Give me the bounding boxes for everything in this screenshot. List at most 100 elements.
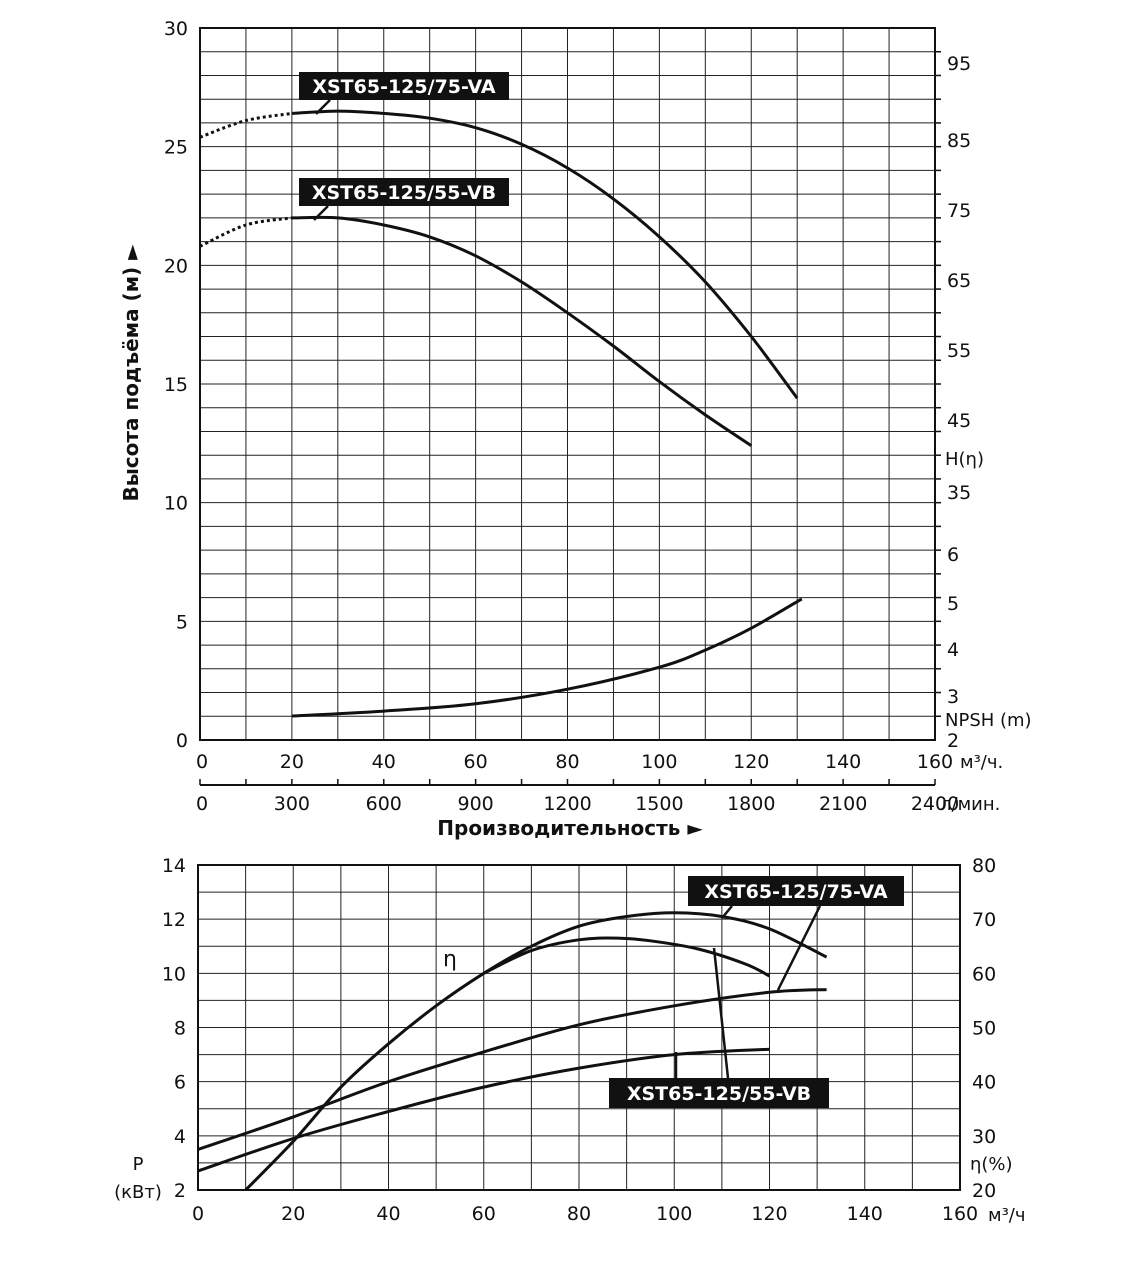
top-chart-curves xyxy=(199,109,803,718)
top-secondary-axis-tick-marks xyxy=(199,779,936,785)
left-tick-label: 8 xyxy=(174,1018,186,1040)
right-npsh-tick-label: 4 xyxy=(947,639,959,661)
right-tick-label: 60 xyxy=(972,963,996,985)
right-tick-label: 40 xyxy=(972,1072,996,1094)
right-h-tick-label: 95 xyxy=(947,53,971,75)
x-tick-label: 160 xyxy=(942,1203,978,1225)
bottom-label-vb-text: XST65-125/55-VB xyxy=(627,1083,811,1105)
x-tick-label: 40 xyxy=(376,1203,400,1225)
right-h-tick-label: 45 xyxy=(947,410,971,432)
bottom-chart-grid xyxy=(198,865,960,1190)
curve-line xyxy=(291,215,753,447)
right-tick-label: 80 xyxy=(972,855,996,877)
top-x-tick-labels: 0 20 40 60 80 100 120 140 160 xyxy=(196,751,953,773)
right-h-tick-label: 65 xyxy=(947,270,971,292)
efficiency-curve xyxy=(483,936,771,978)
x-tick-label: 120 xyxy=(751,1203,787,1225)
top-label-va-text: XST65-125/75-VA xyxy=(312,76,496,98)
x-tick-label: 80 xyxy=(555,751,579,773)
x-tick-label: 0 xyxy=(196,751,208,773)
left-tick-label: 6 xyxy=(174,1072,186,1094)
bottom-label-va-text: XST65-125/75-VA xyxy=(704,881,888,903)
x-secondary-tick-label: 2100 xyxy=(819,793,867,815)
power-curve xyxy=(197,1047,770,1173)
x-tick-label: 100 xyxy=(641,751,677,773)
power-curve xyxy=(197,988,827,1151)
x-tick-label: 80 xyxy=(567,1203,591,1225)
x-tick-label: 140 xyxy=(825,751,861,773)
y-tick-label: 15 xyxy=(164,374,188,396)
bottom-chart-curves xyxy=(197,911,828,1192)
x-secondary-tick-label: 1200 xyxy=(543,793,591,815)
right-h-tick-label: 55 xyxy=(947,340,971,362)
x-secondary-tick-label: 900 xyxy=(457,793,493,815)
curve-extrapolated xyxy=(199,216,293,248)
top-label-va: XST65-125/75-VA xyxy=(299,72,509,115)
y-tick-label: 10 xyxy=(164,493,188,515)
bottom-left-axis-unit: (кВт) xyxy=(114,1182,162,1203)
bottom-right-tick-labels: 20 30 40 50 60 70 80 xyxy=(972,855,996,1202)
right-npsh-tick-label: 2 xyxy=(947,730,959,752)
right-tick-label: 30 xyxy=(972,1126,996,1148)
bottom-label-vb: XST65-125/55-VB xyxy=(609,947,829,1108)
top-label-vb: XST65-125/55-VB xyxy=(299,178,509,221)
x-tick-label: 20 xyxy=(281,1203,305,1225)
top-x-axis-title: Производительность ► xyxy=(437,816,703,840)
bottom-label-va: XST65-125/75-VA xyxy=(688,876,904,991)
right-h-tick-label: 75 xyxy=(947,200,971,222)
left-tick-label: 14 xyxy=(162,855,186,877)
top-chart-frame xyxy=(199,27,936,741)
bottom-right-axis-label: η(%) xyxy=(970,1154,1013,1175)
y-tick-label: 0 xyxy=(176,730,188,752)
x-secondary-tick-label: 600 xyxy=(366,793,402,815)
curve-extrapolated xyxy=(199,111,293,139)
x-tick-label: 40 xyxy=(372,751,396,773)
right-h-tick-label: 35 xyxy=(947,482,971,504)
top-right-h-label: H(η) xyxy=(945,449,984,470)
x-tick-label: 20 xyxy=(280,751,304,773)
bottom-left-axis-label: P xyxy=(133,1154,144,1175)
left-tick-label: 12 xyxy=(162,909,186,931)
top-y-tick-labels: 0 5 10 15 20 25 30 xyxy=(164,18,188,752)
bottom-chart-frame xyxy=(197,864,961,1191)
curve-line xyxy=(291,109,799,400)
left-tick-label: 2 xyxy=(174,1180,186,1202)
x-secondary-tick-label: 1800 xyxy=(727,793,775,815)
top-label-vb-text: XST65-125/55-VB xyxy=(312,182,496,204)
left-tick-label: 4 xyxy=(174,1126,186,1148)
right-h-tick-label: 85 xyxy=(947,130,971,152)
bottom-eta-annotation: η xyxy=(443,947,457,972)
x-tick-label: 60 xyxy=(472,1203,496,1225)
top-right-h-tick-labels: 95 85 75 65 55 45 35 xyxy=(947,53,971,504)
top-y-axis-title: Высота подъёма (м) ► xyxy=(119,244,143,502)
x-secondary-tick-label: 2400 xyxy=(911,793,959,815)
bottom-x-tick-labels: 0 20 40 60 80 100 120 140 160 xyxy=(192,1203,978,1225)
left-tick-label: 10 xyxy=(162,963,186,985)
right-tick-label: 70 xyxy=(972,909,996,931)
right-npsh-tick-label: 6 xyxy=(947,544,959,566)
x-tick-label: 120 xyxy=(733,751,769,773)
right-npsh-tick-label: 3 xyxy=(947,686,959,708)
right-npsh-tick-label: 5 xyxy=(947,593,959,615)
top-x-unit-primary: м³/ч. xyxy=(960,752,1003,773)
x-tick-label: 60 xyxy=(464,751,488,773)
x-secondary-tick-label: 1500 xyxy=(635,793,683,815)
y-tick-label: 5 xyxy=(176,611,188,633)
x-secondary-tick-label: 0 xyxy=(196,793,208,815)
top-x-unit-secondary: л/мин. xyxy=(940,794,1000,815)
x-tick-label: 0 xyxy=(192,1203,204,1225)
bottom-x-unit: м³/ч xyxy=(988,1205,1026,1226)
right-tick-label: 20 xyxy=(972,1180,996,1202)
y-tick-label: 25 xyxy=(164,137,188,159)
x-tick-label: 100 xyxy=(656,1203,692,1225)
right-tick-label: 50 xyxy=(972,1018,996,1040)
top-x-secondary-tick-labels: 0 300 600 900 1200 1500 1800 2100 2400 xyxy=(196,793,959,815)
x-tick-label: 140 xyxy=(847,1203,883,1225)
bottom-left-tick-labels: 2 4 6 8 10 12 14 xyxy=(162,855,186,1202)
top-right-npsh-label: NPSH (m) xyxy=(945,710,1032,731)
top-chart-grid xyxy=(200,28,941,740)
x-tick-label: 160 xyxy=(917,751,953,773)
top-right-npsh-tick-labels: 6 5 4 3 2 xyxy=(947,544,959,752)
